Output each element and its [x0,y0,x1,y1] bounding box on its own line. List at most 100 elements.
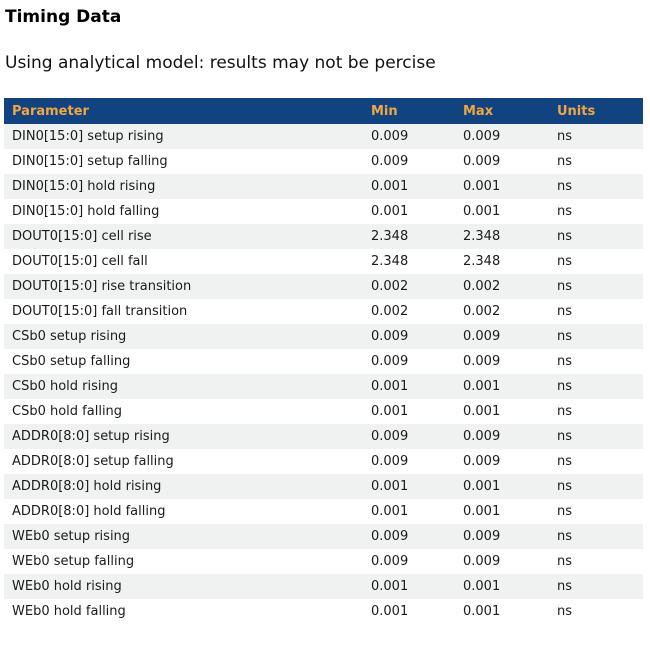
cell-max: 0.001 [463,579,501,594]
table-row: DOUT0[15:0] cell fall 2.348 2.348 ns [4,249,643,274]
cell-units: ns [557,254,573,269]
cell-parameter: CSb0 setup falling [12,354,131,369]
cell-max: 0.001 [463,504,501,519]
cell-units: ns [557,554,573,569]
cell-units: ns [557,454,573,469]
timing-data-table: Parameter Min Max Units DIN0[15:0] setup… [4,98,643,624]
table-row: WEb0 hold falling 0.001 0.001 ns [4,599,643,624]
cell-parameter: DIN0[15:0] setup rising [12,129,164,144]
cell-units: ns [557,429,573,444]
table-row: CSb0 hold rising 0.001 0.001 ns [4,374,643,399]
cell-units: ns [557,529,573,544]
cell-max: 0.001 [463,179,501,194]
table-row: ADDR0[8:0] setup rising 0.009 0.009 ns [4,424,643,449]
cell-max: 0.009 [463,529,501,544]
col-header-max: Max [455,98,549,124]
cell-parameter: ADDR0[8:0] setup rising [12,429,170,444]
cell-max: 0.002 [463,279,501,294]
cell-parameter: CSb0 setup rising [12,329,127,344]
table-row: ADDR0[8:0] hold rising 0.001 0.001 ns [4,474,643,499]
cell-parameter: WEb0 hold falling [12,604,126,619]
cell-units: ns [557,229,573,244]
table-row: ADDR0[8:0] setup falling 0.009 0.009 ns [4,449,643,474]
cell-parameter: ADDR0[8:0] hold falling [12,504,166,519]
cell-units: ns [557,379,573,394]
cell-max: 0.001 [463,379,501,394]
cell-parameter: WEb0 setup falling [12,554,135,569]
cell-units: ns [557,504,573,519]
cell-units: ns [557,279,573,294]
cell-units: ns [557,154,573,169]
cell-max: 0.009 [463,554,501,569]
cell-max: 0.001 [463,404,501,419]
cell-min: 0.009 [371,154,409,169]
cell-max: 2.348 [463,229,501,244]
cell-max: 0.009 [463,154,501,169]
cell-parameter: DOUT0[15:0] rise transition [12,279,192,294]
cell-parameter: ADDR0[8:0] hold rising [12,479,162,494]
cell-parameter: DIN0[15:0] hold rising [12,179,156,194]
cell-min: 0.009 [371,454,409,469]
cell-min: 0.009 [371,354,409,369]
cell-min: 0.002 [371,279,409,294]
cell-min: 0.002 [371,304,409,319]
table-body: DIN0[15:0] setup rising 0.009 0.009 ns DIN0[… [4,124,643,624]
col-header-units: Units [549,98,643,124]
cell-units: ns [557,304,573,319]
cell-units: ns [557,604,573,619]
cell-max: 0.009 [463,429,501,444]
cell-min: 0.001 [371,379,409,394]
cell-min: 0.001 [371,179,409,194]
cell-max: 0.002 [463,304,501,319]
cell-units: ns [557,354,573,369]
table-row: DIN0[15:0] setup rising 0.009 0.009 ns [4,124,643,149]
cell-parameter: DOUT0[15:0] fall transition [12,304,188,319]
cell-parameter: DIN0[15:0] setup falling [12,154,168,169]
table-row: CSb0 hold falling 0.001 0.001 ns [4,399,643,424]
cell-min: 0.009 [371,329,409,344]
page-title: Timing Data [5,7,122,27]
table-row: CSb0 setup falling 0.009 0.009 ns [4,349,643,374]
cell-parameter: DOUT0[15:0] cell rise [12,229,152,244]
cell-parameter: DOUT0[15:0] cell fall [12,254,148,269]
cell-min: 0.009 [371,554,409,569]
cell-units: ns [557,479,573,494]
cell-parameter: CSb0 hold falling [12,404,123,419]
cell-max: 0.001 [463,604,501,619]
cell-max: 2.348 [463,254,501,269]
cell-max: 0.009 [463,129,501,144]
cell-parameter: WEb0 setup rising [12,529,131,544]
cell-min: 0.001 [371,579,409,594]
cell-parameter: ADDR0[8:0] setup falling [12,454,174,469]
table-row: DOUT0[15:0] rise transition 0.002 0.002 ns [4,274,643,299]
table-row: DIN0[15:0] hold falling 0.001 0.001 ns [4,199,643,224]
cell-min: 0.001 [371,404,409,419]
cell-max: 0.009 [463,329,501,344]
cell-parameter: WEb0 hold rising [12,579,122,594]
table-row: CSb0 setup rising 0.009 0.009 ns [4,324,643,349]
cell-parameter: CSb0 hold rising [12,379,119,394]
table-row: DOUT0[15:0] cell rise 2.348 2.348 ns [4,224,643,249]
cell-min: 0.009 [371,129,409,144]
table-header-row: Parameter Min Max Units [4,98,643,124]
col-header-min: Min [363,98,455,124]
cell-units: ns [557,204,573,219]
cell-min: 0.009 [371,429,409,444]
table-row: DIN0[15:0] hold rising 0.001 0.001 ns [4,174,643,199]
page-subtitle: Using analytical model: results may not … [5,53,436,73]
cell-units: ns [557,579,573,594]
cell-min: 0.001 [371,504,409,519]
table-row: DIN0[15:0] setup falling 0.009 0.009 ns [4,149,643,174]
table-row: WEb0 setup rising 0.009 0.009 ns [4,524,643,549]
cell-units: ns [557,404,573,419]
cell-units: ns [557,329,573,344]
cell-units: ns [557,129,573,144]
cell-max: 0.009 [463,454,501,469]
cell-min: 2.348 [371,254,409,269]
cell-min: 0.001 [371,479,409,494]
table-row: WEb0 hold rising 0.001 0.001 ns [4,574,643,599]
cell-units: ns [557,179,573,194]
cell-max: 0.001 [463,479,501,494]
table-row: ADDR0[8:0] hold falling 0.001 0.001 ns [4,499,643,524]
cell-min: 0.001 [371,204,409,219]
